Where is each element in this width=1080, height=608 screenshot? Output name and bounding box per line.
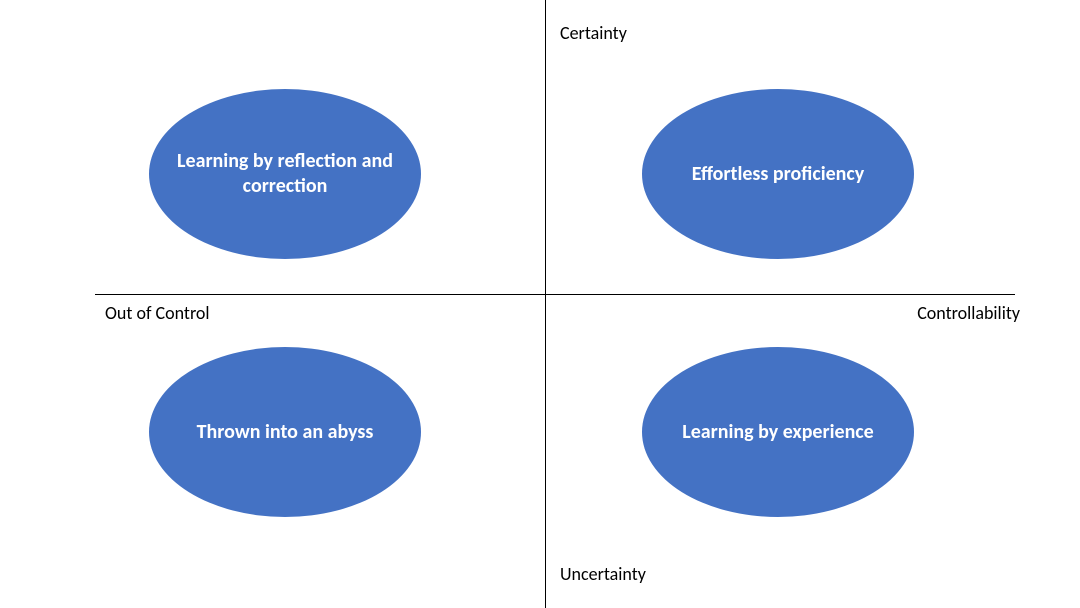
axis-label-right: Controllability: [917, 302, 1020, 324]
axis-label-top: Certainty: [560, 22, 627, 44]
quadrant-label: Effortless proficiency: [692, 162, 865, 187]
quadrant-diagram: Certainty Uncertainty Out of Control Con…: [0, 0, 1080, 608]
axis-label-left: Out of Control: [105, 302, 210, 324]
horizontal-axis: [95, 294, 1015, 295]
quadrant-label: Thrown into an abyss: [197, 420, 374, 445]
quadrant-top-right: Effortless proficiency: [642, 89, 914, 259]
quadrant-top-left: Learning by reflection and correction: [149, 89, 421, 259]
quadrant-bottom-left: Thrown into an abyss: [149, 347, 421, 517]
quadrant-bottom-right: Learning by experience: [642, 347, 914, 517]
axis-label-bottom: Uncertainty: [560, 563, 646, 585]
vertical-axis: [545, 0, 546, 608]
quadrant-label: Learning by experience: [682, 420, 874, 445]
quadrant-label: Learning by reflection and correction: [177, 149, 393, 199]
